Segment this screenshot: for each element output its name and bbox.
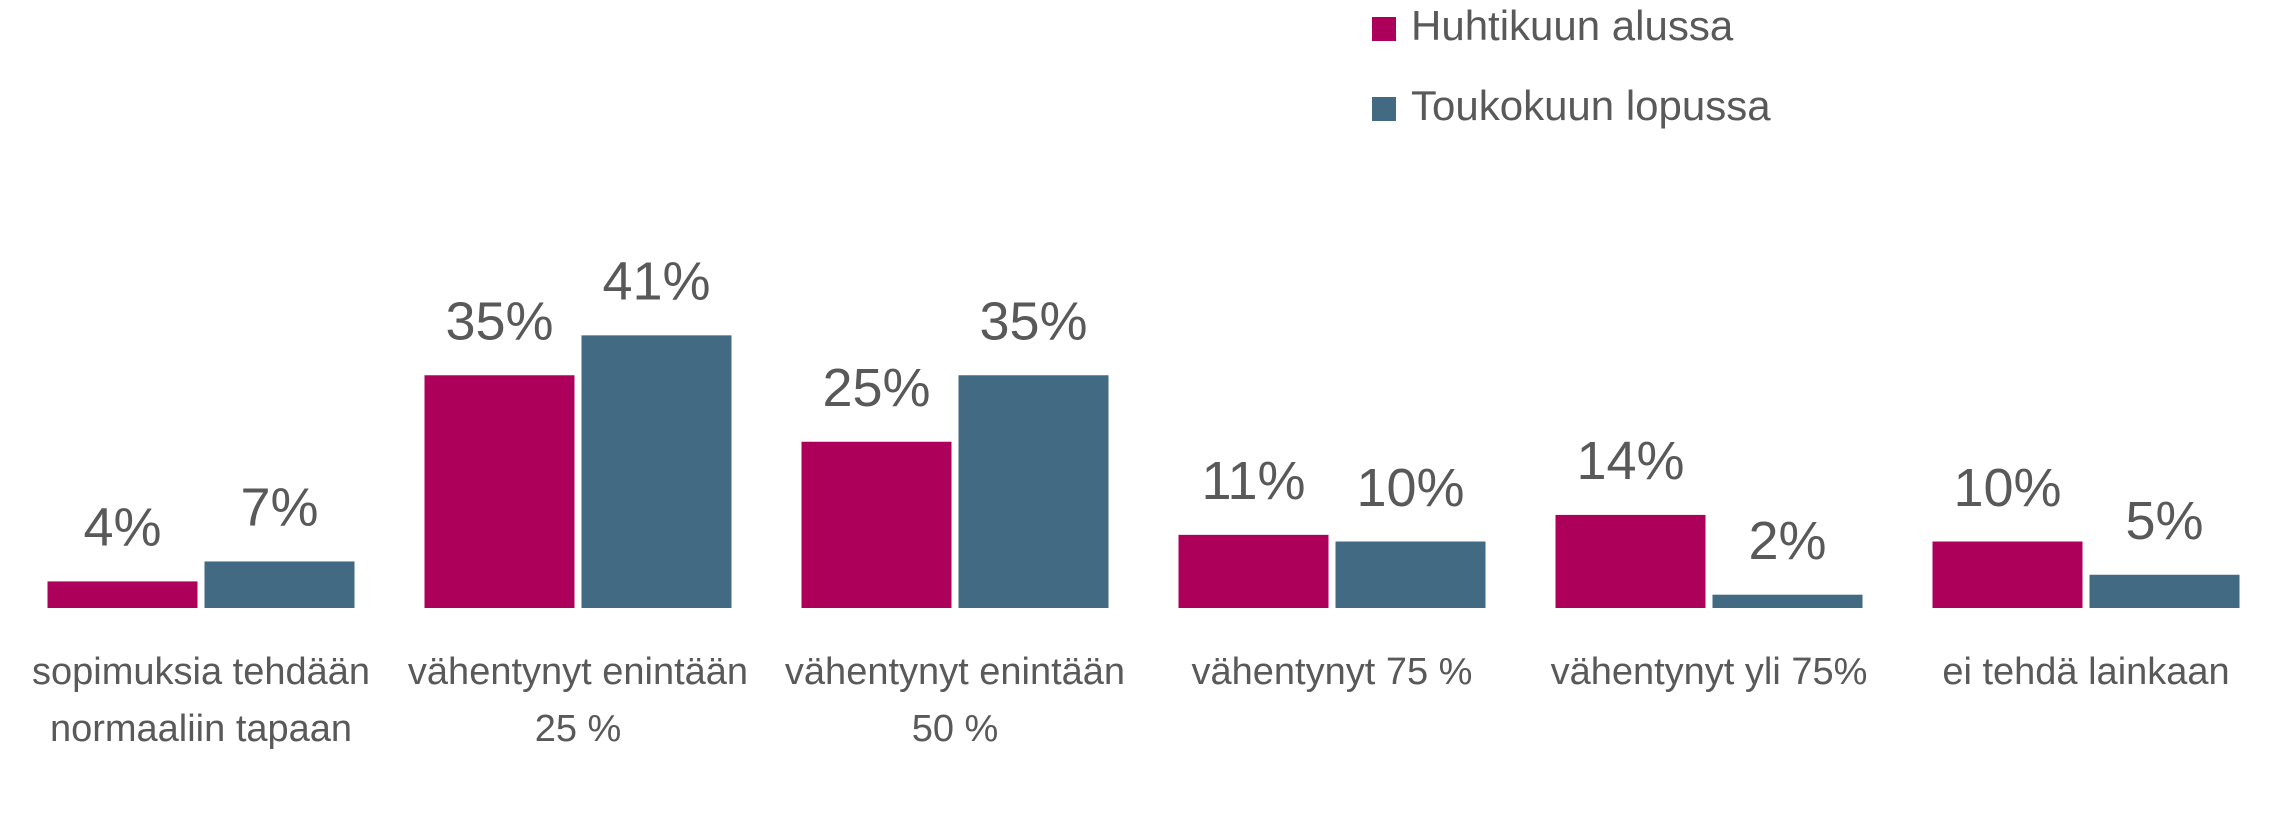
data-label: 10% bbox=[1953, 458, 2061, 518]
bar bbox=[47, 581, 198, 608]
data-label: 11% bbox=[1201, 451, 1305, 511]
data-label: 2% bbox=[1748, 511, 1826, 571]
legend-swatch bbox=[1372, 17, 1396, 41]
bar bbox=[1712, 594, 1863, 608]
legend-label: Toukokuun lopussa bbox=[1411, 82, 1771, 129]
bar bbox=[1555, 514, 1706, 608]
x-tick-label: ei tehdä lainkaan bbox=[1942, 651, 2229, 693]
x-tick-label: sopimuksia tehdään normaaliin tapaan bbox=[32, 651, 370, 750]
data-label: 35% bbox=[445, 292, 553, 352]
data-label: 10% bbox=[1356, 458, 1464, 518]
legend-label: Huhtikuun alussa bbox=[1411, 2, 1734, 49]
legend-swatch bbox=[1372, 97, 1396, 121]
bar bbox=[958, 375, 1109, 608]
bar bbox=[204, 561, 355, 608]
data-label: 4% bbox=[83, 498, 161, 558]
bar bbox=[1178, 534, 1329, 608]
data-label: 41% bbox=[602, 252, 710, 312]
x-tick-label: vähentynyt 75 % bbox=[1192, 651, 1473, 693]
x-tick-label: vähentynyt enintään 25 % bbox=[408, 651, 748, 750]
bar bbox=[1335, 541, 1486, 608]
data-label: 14% bbox=[1576, 431, 1684, 491]
bar bbox=[1932, 541, 2083, 608]
data-label: 35% bbox=[979, 292, 1087, 352]
bar bbox=[424, 375, 575, 608]
data-label: 7% bbox=[240, 478, 318, 538]
data-label: 5% bbox=[2125, 491, 2203, 551]
bar bbox=[581, 335, 732, 608]
bar bbox=[801, 441, 952, 608]
x-tick-label: vähentynyt yli 75% bbox=[1551, 651, 1868, 693]
x-tick-label: vähentynyt enintään 50 % bbox=[785, 651, 1125, 750]
data-label: 25% bbox=[822, 358, 930, 418]
bar bbox=[2089, 574, 2240, 608]
